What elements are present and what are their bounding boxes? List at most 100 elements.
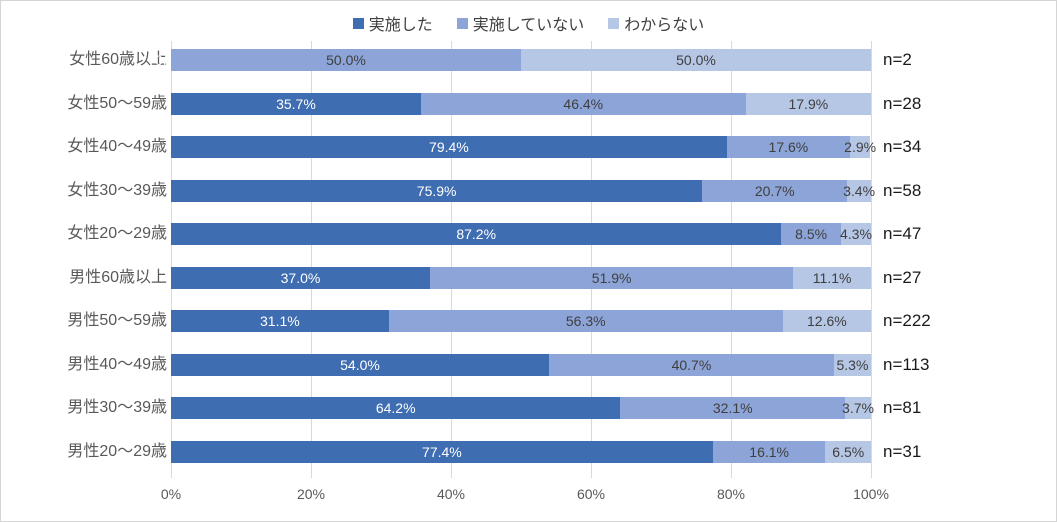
data-label: 5.3%	[836, 356, 869, 373]
data-label: 37.0%	[280, 269, 321, 286]
category-label: 女性30〜39歳	[67, 181, 167, 199]
data-label: 17.9%	[788, 95, 829, 112]
legend: 実施した 実施していない わからない	[1, 11, 1056, 35]
legend-label-not-implemented: 実施していない	[472, 17, 585, 34]
n-count-label: n=222	[883, 311, 931, 330]
x-axis-tick-label: 100%	[853, 486, 889, 502]
x-axis-tick-label: 80%	[716, 486, 746, 502]
data-label: 75.9%	[416, 182, 457, 199]
bar-segment: 50.0%	[171, 49, 521, 71]
category-label: 男性20〜29歳	[67, 442, 167, 460]
data-label: 4.3%	[839, 226, 872, 242]
data-label: 12.6%	[807, 313, 847, 329]
gridline	[311, 41, 312, 478]
data-label: 79.4%	[429, 139, 469, 155]
legend-item-dont-know: わからない	[608, 11, 704, 35]
data-label: 46.4%	[563, 95, 604, 112]
data-label: 87.2%	[456, 226, 497, 242]
bar-segment: 37.0%	[171, 266, 430, 289]
legend-label-dont-know: わからない	[624, 17, 705, 34]
bar-segment: 32.1%	[620, 397, 846, 419]
category-label: 女性50〜59歳	[67, 94, 167, 112]
bar-segment: 6.5%	[825, 440, 871, 463]
bar-segment: 16.1%	[712, 440, 826, 463]
stacked-bar: 35.7% 46.4% 17.9%	[171, 92, 871, 115]
bar-segment: 17.9%	[745, 92, 871, 115]
stacked-bar: 0.0%50.0%50.0%	[155, 49, 871, 71]
n-count-label: n=47	[883, 224, 922, 243]
gridline	[731, 41, 732, 478]
stacked-bar: 64.2% 32.1% 3.7%	[171, 397, 874, 419]
bar-segment: 77.4%	[171, 440, 713, 463]
category-label: 男性50〜59歳	[67, 312, 167, 329]
n-count-label: n=34	[883, 137, 922, 156]
bar-segment: 46.4%	[420, 92, 746, 115]
n-count-label: n=113	[883, 354, 930, 374]
bar-segment: 11.1%	[793, 266, 871, 289]
x-axis-tick-label: 0%	[160, 486, 182, 502]
x-axis-tick-label: 20%	[296, 486, 326, 502]
bar-segment: 35.7%	[171, 92, 421, 115]
data-label: 32.1%	[712, 400, 753, 416]
data-label: 77.4%	[422, 443, 462, 460]
bar-segment: 54.0%	[171, 353, 549, 376]
data-label: 20.7%	[754, 182, 795, 199]
data-label: 17.6%	[768, 139, 809, 155]
bar-segment: 3.7%	[842, 397, 874, 419]
stacked-bar: 37.0% 51.9% 11.1%	[171, 266, 871, 289]
category-label: 男性30〜39歳	[67, 399, 167, 416]
bar-segment: 12.6%	[782, 310, 871, 332]
gridline	[171, 41, 172, 478]
bar-segment: 3.4%	[843, 179, 875, 202]
bar-segment: 2.9%	[844, 136, 876, 158]
x-axis-tick-label: 40%	[436, 486, 466, 502]
stacked-bar: 87.2% 8.5% 4.3%	[171, 223, 872, 245]
data-label: 40.7%	[671, 356, 712, 373]
stacked-bar: 31.1% 56.3% 12.6%	[171, 310, 871, 332]
category-label: 女性20〜29歳	[67, 225, 167, 242]
bar-segment: 79.4%	[171, 136, 727, 158]
bar-segment: 5.3%	[833, 353, 871, 376]
stacked-bar: 54.0% 40.7% 5.3%	[171, 353, 871, 376]
bar-segment: 51.9%	[430, 266, 794, 289]
data-label: 11.1%	[812, 269, 852, 286]
data-label: 54.0%	[340, 356, 380, 373]
category-label: 女性60歳以上	[69, 51, 167, 68]
data-label: 2.9%	[844, 139, 877, 155]
data-label: 3.7%	[842, 400, 874, 416]
bar-segment: 75.9%	[171, 179, 703, 202]
bar-segment: 64.2%	[171, 397, 621, 419]
n-count-label: n=58	[883, 180, 922, 200]
category-label: 男性40〜49歳	[67, 355, 167, 373]
gridline	[591, 41, 592, 478]
bar-segment: 87.2%	[171, 223, 782, 245]
gridline	[871, 41, 872, 478]
bar-segment: 50.0%	[521, 49, 871, 71]
category-label: 男性60歳以上	[69, 268, 167, 286]
n-count-label: n=27	[883, 267, 922, 287]
legend-label-implemented: 実施した	[368, 17, 433, 34]
stacked-bar: 75.9% 20.7% 3.4%	[171, 179, 875, 202]
legend-swatch-not-implemented-icon	[456, 17, 468, 29]
data-label: 3.4%	[843, 182, 876, 199]
data-label: 31.1%	[259, 313, 300, 329]
n-count-label: n=31	[883, 441, 922, 461]
bar-segment: 17.6%	[726, 136, 850, 158]
data-label: 56.3%	[565, 313, 606, 329]
legend-item-implemented: 実施した	[352, 11, 433, 35]
n-count-label: n=28	[883, 93, 922, 113]
data-label: 6.5%	[832, 443, 865, 460]
x-axis-tick-label: 60%	[576, 486, 606, 502]
n-count-label: n=2	[883, 50, 912, 69]
bar-segment: 20.7%	[702, 179, 848, 202]
bar-segment: 8.5%	[781, 223, 841, 245]
bar-segment: 40.7%	[549, 353, 834, 376]
bar-segment: 56.3%	[388, 310, 783, 332]
bar-segment: 4.3%	[839, 223, 872, 245]
legend-swatch-dont-know-icon	[608, 17, 620, 29]
stacked-bar: 79.4% 17.6% 2.9%	[171, 136, 876, 158]
legend-swatch-implemented-icon	[352, 17, 364, 29]
data-label: 16.1%	[749, 443, 789, 460]
data-label: 50.0%	[676, 52, 716, 68]
